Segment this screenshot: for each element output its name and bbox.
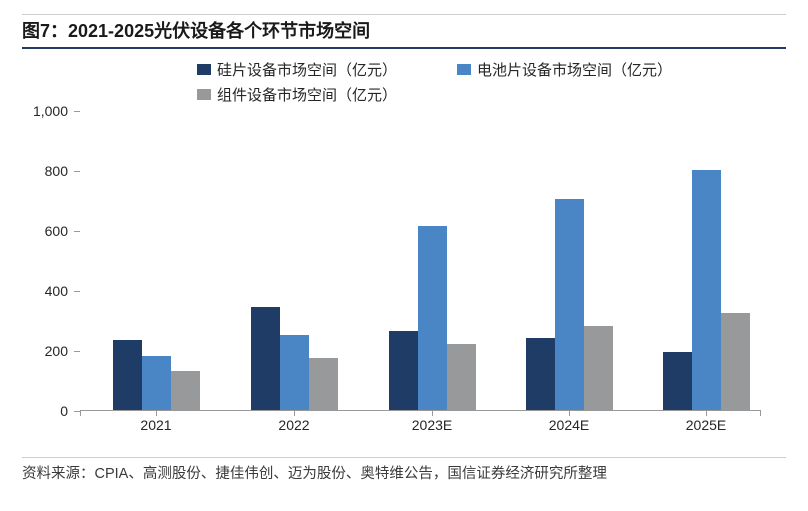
legend-item: 组件设备市场空间（亿元）: [197, 84, 397, 105]
bar: [526, 338, 555, 410]
x-tick-label: 2025E: [686, 417, 726, 433]
legend-label: 组件设备市场空间（亿元）: [217, 84, 397, 105]
chart-zone: 02004006008001,000 202120222023E2024E202…: [30, 111, 770, 441]
bar-group: [663, 170, 750, 410]
y-tick-mark: [74, 111, 80, 112]
title-underline: [22, 47, 786, 49]
y-tick-mark: [74, 171, 80, 172]
bar-group: [526, 199, 613, 411]
x-tick-label: 2022: [278, 417, 309, 433]
x-tick-label: 2023E: [412, 417, 452, 433]
x-tick-label: 2024E: [549, 417, 589, 433]
chart-title: 图7： 2021-2025光伏设备各个环节市场空间: [22, 17, 786, 43]
title-prefix: 图7：: [22, 17, 68, 43]
legend: 硅片设备市场空间（亿元） 电池片设备市场空间（亿元） 组件设备市场空间（亿元）: [197, 59, 717, 105]
top-divider: [22, 14, 786, 15]
x-tick-mark: [432, 410, 433, 416]
bar: [389, 331, 418, 411]
y-tick-label: 200: [24, 343, 68, 359]
y-tick-mark: [74, 231, 80, 232]
bar: [447, 344, 476, 410]
x-tick-mark: [156, 410, 157, 416]
x-tick-mark: [760, 410, 761, 416]
bar: [113, 340, 142, 411]
title-text: 2021-2025光伏设备各个环节市场空间: [68, 17, 370, 43]
source-citation: 资料来源：CPIA、高测股份、捷佳伟创、迈为股份、奥特维公告，国信证券经济研究所…: [22, 457, 786, 485]
figure-container: 图7： 2021-2025光伏设备各个环节市场空间 硅片设备市场空间（亿元） 电池…: [0, 0, 808, 511]
x-tick-mark: [706, 410, 707, 416]
y-tick-label: 400: [24, 283, 68, 299]
bar: [721, 313, 750, 411]
y-tick-label: 1,000: [24, 103, 68, 119]
x-tick-mark: [569, 410, 570, 416]
legend-swatch: [197, 64, 211, 75]
legend-swatch: [197, 89, 211, 100]
y-tick-label: 0: [24, 403, 68, 419]
x-tick-mark: [80, 410, 81, 416]
legend-label: 硅片设备市场空间（亿元）: [217, 59, 397, 80]
plot-area: 202120222023E2024E2025E: [80, 111, 760, 411]
legend-item: 电池片设备市场空间（亿元）: [457, 59, 672, 80]
legend-label: 电池片设备市场空间（亿元）: [477, 59, 672, 80]
x-tick-label: 2021: [140, 417, 171, 433]
x-tick-mark: [294, 410, 295, 416]
bar: [142, 356, 171, 410]
bar-group: [113, 340, 200, 411]
bar: [280, 335, 309, 410]
source-text: 资料来源：CPIA、高测股份、捷佳伟创、迈为股份、奥特维公告，国信证券经济研究所…: [22, 466, 607, 482]
bar: [555, 199, 584, 411]
y-tick-label: 600: [24, 223, 68, 239]
bar: [692, 170, 721, 410]
y-axis: 02004006008001,000: [30, 111, 74, 411]
bar: [171, 371, 200, 410]
bar: [309, 358, 338, 411]
legend-swatch: [457, 64, 471, 75]
bar: [251, 307, 280, 411]
y-tick-mark: [74, 291, 80, 292]
bar: [663, 352, 692, 410]
y-tick-label: 800: [24, 163, 68, 179]
y-tick-mark: [74, 351, 80, 352]
bar: [584, 326, 613, 410]
bar: [418, 226, 447, 411]
legend-item: 硅片设备市场空间（亿元）: [197, 59, 397, 80]
bar-group: [389, 226, 476, 411]
bar-group: [251, 307, 338, 411]
